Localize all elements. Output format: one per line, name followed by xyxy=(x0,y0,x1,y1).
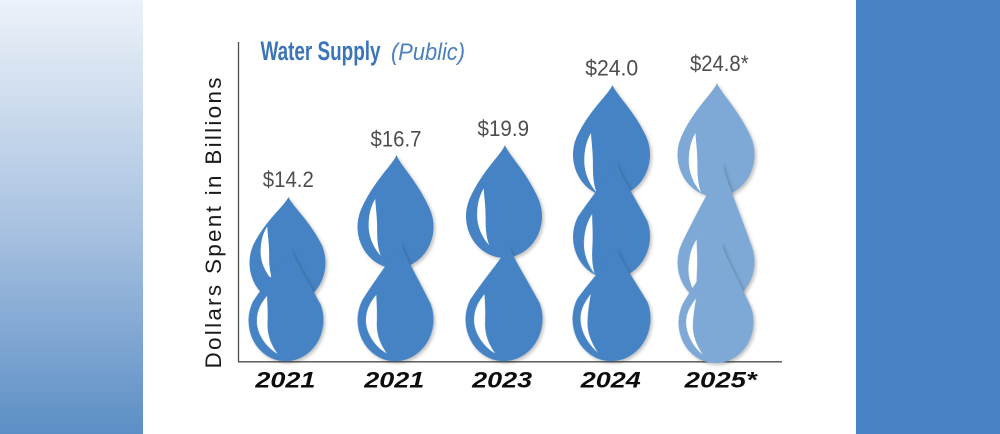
svg-text:Dollars Spent in Billions: Dollars Spent in Billions xyxy=(201,78,226,369)
svg-text:$24.0: $24.0 xyxy=(585,56,638,81)
svg-text:2021: 2021 xyxy=(254,368,315,393)
svg-text:2024: 2024 xyxy=(580,368,641,393)
svg-text:$16.7: $16.7 xyxy=(371,127,422,152)
svg-text:2021: 2021 xyxy=(363,368,424,393)
svg-text:Water Supply: Water Supply xyxy=(261,36,381,66)
svg-text:(Public): (Public) xyxy=(391,39,465,66)
svg-text:$24.8*: $24.8* xyxy=(690,51,749,76)
svg-text:2023: 2023 xyxy=(471,368,532,393)
svg-text:$14.2: $14.2 xyxy=(263,167,314,192)
svg-text:2025*: 2025* xyxy=(683,368,758,393)
svg-text:$19.9: $19.9 xyxy=(478,116,530,141)
